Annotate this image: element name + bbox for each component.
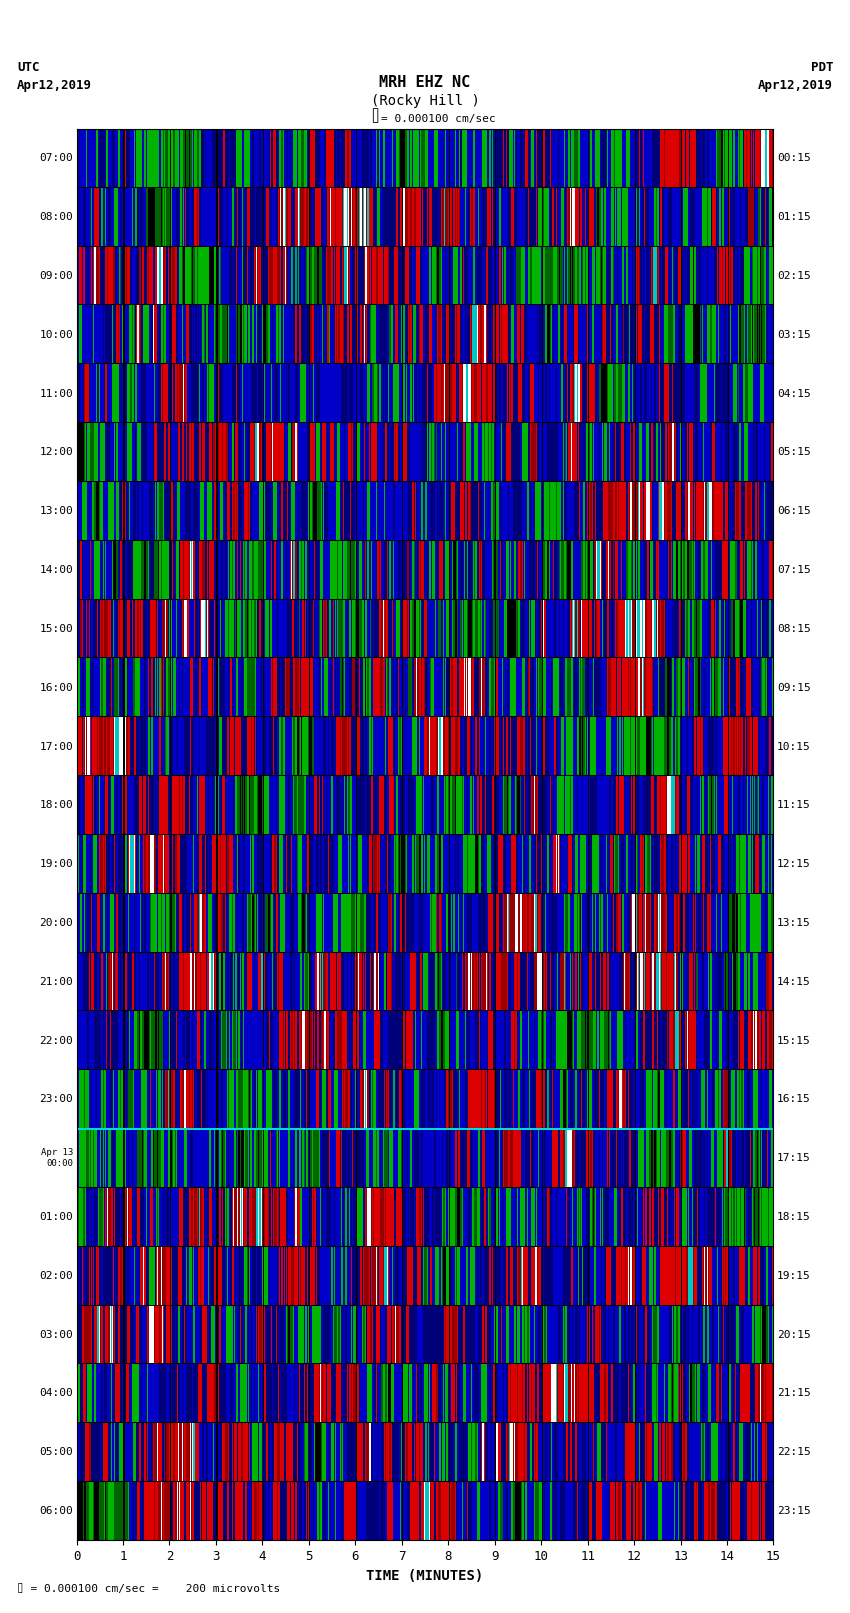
Text: 22:15: 22:15 <box>777 1447 811 1457</box>
Text: 15:15: 15:15 <box>777 1036 811 1045</box>
Text: 12:00: 12:00 <box>39 447 73 458</box>
Text: 20:00: 20:00 <box>39 918 73 927</box>
Text: 23:15: 23:15 <box>777 1507 811 1516</box>
Text: 17:00: 17:00 <box>39 742 73 752</box>
Text: 08:15: 08:15 <box>777 624 811 634</box>
Text: 08:00: 08:00 <box>39 213 73 223</box>
Text: 05:00: 05:00 <box>39 1447 73 1457</box>
Text: 10:00: 10:00 <box>39 331 73 340</box>
Text: 18:00: 18:00 <box>39 800 73 810</box>
Text: 12:15: 12:15 <box>777 860 811 869</box>
Text: 05:15: 05:15 <box>777 447 811 458</box>
Text: Apr12,2019: Apr12,2019 <box>758 79 833 92</box>
Text: 06:00: 06:00 <box>39 1507 73 1516</box>
Text: 21:15: 21:15 <box>777 1389 811 1398</box>
Text: 10:15: 10:15 <box>777 742 811 752</box>
Text: 04:00: 04:00 <box>39 1389 73 1398</box>
Text: 19:00: 19:00 <box>39 860 73 869</box>
Text: 20:15: 20:15 <box>777 1329 811 1339</box>
Text: 11:15: 11:15 <box>777 800 811 810</box>
Text: 00:15: 00:15 <box>777 153 811 163</box>
Text: 01:00: 01:00 <box>39 1211 73 1223</box>
Text: 01:15: 01:15 <box>777 213 811 223</box>
Text: 14:15: 14:15 <box>777 977 811 987</box>
Text: 07:15: 07:15 <box>777 565 811 576</box>
Text: 16:15: 16:15 <box>777 1094 811 1105</box>
Text: 14:00: 14:00 <box>39 565 73 576</box>
Text: 13:15: 13:15 <box>777 918 811 927</box>
Text: Apr12,2019: Apr12,2019 <box>17 79 92 92</box>
Text: 02:00: 02:00 <box>39 1271 73 1281</box>
Text: 22:00: 22:00 <box>39 1036 73 1045</box>
Text: PDT: PDT <box>811 61 833 74</box>
Text: 15:00: 15:00 <box>39 624 73 634</box>
Text: MRH EHZ NC: MRH EHZ NC <box>379 76 471 90</box>
Text: 21:00: 21:00 <box>39 977 73 987</box>
X-axis label: TIME (MINUTES): TIME (MINUTES) <box>366 1569 484 1582</box>
Text: 09:00: 09:00 <box>39 271 73 281</box>
Text: 07:00: 07:00 <box>39 153 73 163</box>
Text: UTC: UTC <box>17 61 39 74</box>
Text: Apr 13
00:00: Apr 13 00:00 <box>41 1148 73 1168</box>
Text: 03:00: 03:00 <box>39 1329 73 1339</box>
Text: = 0.000100 cm/sec: = 0.000100 cm/sec <box>381 115 496 124</box>
Text: 17:15: 17:15 <box>777 1153 811 1163</box>
Text: 23:00: 23:00 <box>39 1094 73 1105</box>
Text: ⌷ = 0.000100 cm/sec =    200 microvolts: ⌷ = 0.000100 cm/sec = 200 microvolts <box>17 1584 280 1594</box>
Text: 19:15: 19:15 <box>777 1271 811 1281</box>
Text: 16:00: 16:00 <box>39 682 73 692</box>
Text: 09:15: 09:15 <box>777 682 811 692</box>
Text: 02:15: 02:15 <box>777 271 811 281</box>
Text: 18:15: 18:15 <box>777 1211 811 1223</box>
Text: 04:15: 04:15 <box>777 389 811 398</box>
Text: 11:00: 11:00 <box>39 389 73 398</box>
Text: (Rocky Hill ): (Rocky Hill ) <box>371 94 479 108</box>
Text: 06:15: 06:15 <box>777 506 811 516</box>
Text: ⌷: ⌷ <box>370 110 379 124</box>
Text: 13:00: 13:00 <box>39 506 73 516</box>
Text: 03:15: 03:15 <box>777 331 811 340</box>
